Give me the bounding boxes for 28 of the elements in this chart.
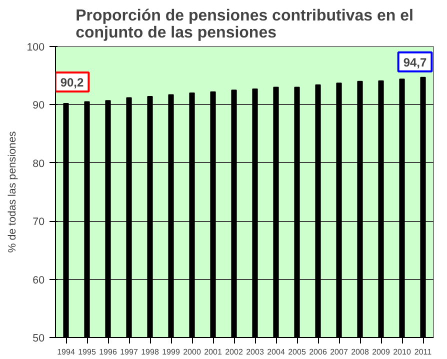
x-tick-label: 2000	[183, 348, 202, 356]
annotation: 90,2	[60, 76, 84, 90]
x-tick-label: 2010	[393, 348, 412, 356]
x-tick-label: 2006	[309, 348, 328, 356]
x-tick-label: 1997	[120, 348, 138, 356]
x-tick-label: 2011	[414, 348, 432, 356]
y-tick-label: 60	[32, 274, 45, 286]
annotation: 94,7	[403, 55, 428, 70]
x-tick-label: 2007	[330, 348, 348, 356]
x-tick-label: 2005	[288, 348, 306, 356]
x-tick-label: 2003	[246, 348, 264, 356]
y-tick-label: 50	[32, 332, 45, 344]
x-tick-label: 2001	[204, 348, 222, 356]
y-tick-label: 100	[26, 42, 45, 54]
x-tick-label: 1999	[162, 348, 180, 356]
y-tick-label: 80	[32, 158, 45, 170]
x-tick-label: 1998	[141, 348, 160, 356]
y-axis-title: % de todas las pensiones	[6, 131, 19, 253]
x-tick-label: 2002	[225, 348, 244, 356]
x-tick-label: 1994	[57, 348, 76, 356]
x-tick-label: 2004	[267, 348, 286, 356]
chart-title: Proporción de pensiones contributivas en el conjunto de las pensiones	[76, 8, 414, 42]
x-tick-label: 1995	[78, 348, 96, 356]
x-tick-label: 2009	[372, 348, 390, 356]
y-tick-label: 70	[32, 216, 45, 228]
x-tick-label: 1996	[99, 348, 118, 356]
y-tick-label: 90	[32, 100, 45, 112]
x-tick-label: 2008	[351, 348, 370, 356]
